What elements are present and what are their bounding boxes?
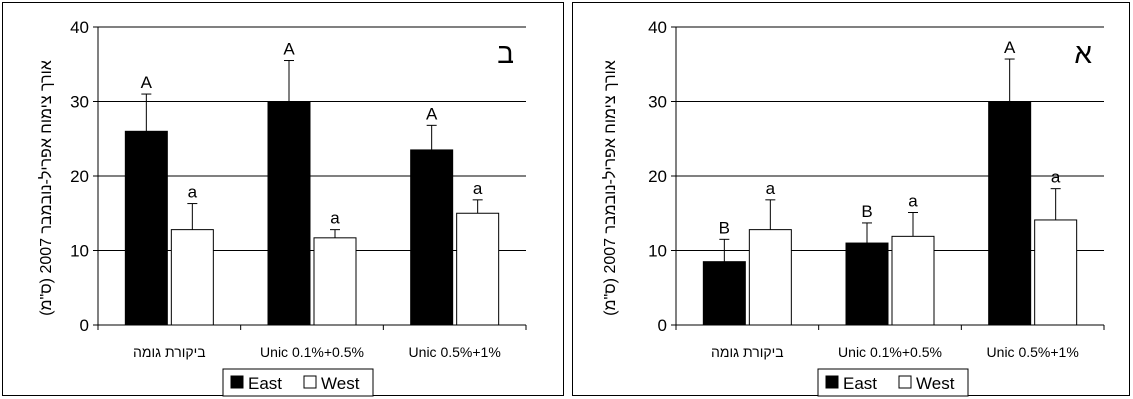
legend-box [222, 368, 374, 397]
significance-letter: a [1051, 168, 1061, 187]
y-tick-label: 20 [70, 167, 89, 186]
significance-letter: A [426, 104, 438, 123]
legend-label-west: West [916, 374, 955, 393]
significance-letter: B [719, 218, 730, 237]
significance-letter: B [861, 202, 872, 221]
bar-east [988, 101, 1032, 326]
y-tick-label: 20 [648, 167, 667, 186]
y-tick-label: 40 [70, 18, 89, 37]
bar-west [170, 229, 214, 326]
significance-letter: A [283, 40, 295, 59]
bar-west [891, 235, 935, 326]
y-axis-title: אורך צימוח אפריל-נובמבר 2007 (ס"מ) [601, 60, 619, 316]
legend-label-east: East [843, 374, 877, 393]
bar-west [313, 237, 357, 326]
significance-letter: A [1004, 38, 1016, 57]
bar-west [748, 229, 792, 326]
x-tick-label: Unic 0.1%+0.5% [838, 344, 942, 360]
legend-swatch-east [230, 375, 244, 389]
bar-east [124, 130, 168, 326]
legend: East West [817, 368, 969, 397]
x-tick-label: Unic 0.1%+0.5% [260, 344, 364, 360]
legend-swatch-west [303, 375, 317, 389]
legend-swatch-west [898, 375, 912, 389]
significance-letter: a [908, 192, 918, 211]
y-tick-label: 10 [70, 242, 89, 261]
significance-letter: a [188, 183, 198, 202]
bar-west [1034, 219, 1078, 326]
x-tick-label: Unic 0.5%+1% [987, 344, 1079, 360]
y-tick-label: 30 [648, 93, 667, 112]
legend-swatch-east [825, 375, 839, 389]
bar-east [702, 261, 746, 326]
legend: East West [222, 368, 374, 397]
bar-east [845, 242, 889, 326]
bar-west [456, 212, 500, 326]
legend-label-west: West [321, 374, 360, 393]
y-tick-label: 0 [80, 316, 89, 335]
panel-label: א [1074, 38, 1092, 69]
bar-chart-right: 0 10 20 30 40 Ba ביקורת גומה Ba Unic 0.1%+0.5% Aa… [601, 18, 1105, 397]
y-tick-label: 10 [648, 242, 667, 261]
y-tick-label: 0 [658, 316, 667, 335]
legend-label-east: East [248, 374, 282, 393]
bar-chart-left: 0 10 20 30 40 Aa ביקורת גומה Aa Unic 0.1%+0.5% Aa… [37, 18, 527, 397]
y-tick-label: 40 [648, 18, 667, 37]
legend-box [817, 368, 969, 397]
significance-letter: a [473, 179, 483, 198]
x-tick-label: ביקורת גומה [133, 344, 206, 360]
significance-letter: a [330, 209, 340, 228]
bar-east [267, 101, 311, 326]
x-tick-label: Unic 0.5%+1% [409, 344, 501, 360]
y-tick-label: 30 [70, 93, 89, 112]
panel-label: ב [497, 38, 514, 69]
significance-letter: A [141, 73, 153, 92]
significance-letter: a [766, 179, 776, 198]
y-axis-title: אורך צימוח אפריל-נובמבר 2007 (ס"מ) [37, 60, 55, 316]
x-tick-label: ביקורת גומה [711, 344, 784, 360]
bar-east [410, 149, 454, 326]
